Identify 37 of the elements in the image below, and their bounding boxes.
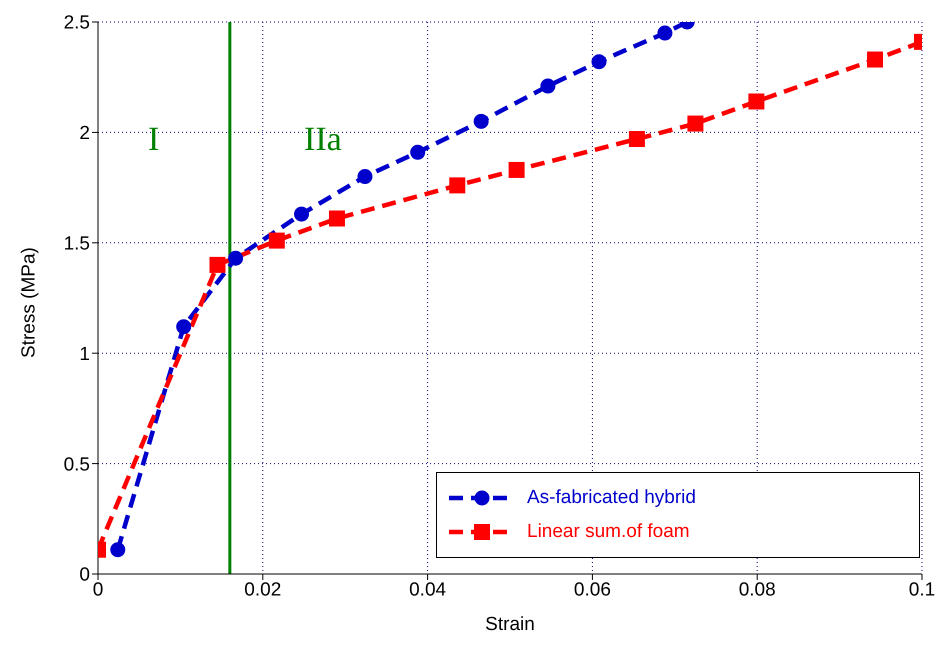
annotation: IIa: [304, 120, 342, 160]
point: [748, 93, 764, 110]
y-tick-label: 1: [79, 344, 90, 365]
point: [228, 250, 244, 266]
y-tick-label: 0.5: [64, 454, 90, 476]
x-tick-label: 0.02: [244, 579, 282, 600]
point: [540, 78, 556, 94]
point: [294, 206, 310, 222]
x-tick-label: 0.04: [409, 579, 447, 600]
y-axis-title: Stress (MPa): [18, 247, 40, 358]
annotation: I: [148, 120, 160, 160]
point: [110, 542, 126, 558]
y-tick-label: 1.5: [64, 234, 90, 255]
y-tick-label: 2.5: [64, 12, 90, 34]
point: [867, 52, 884, 68]
x-tick-label: 0.1: [908, 579, 936, 600]
legend-label: As-fabricated hybrid: [527, 487, 696, 509]
legend-label: Linear sum.of foam: [527, 521, 690, 543]
point: [657, 26, 672, 41]
x-tick-label: 0.06: [574, 579, 611, 600]
point: [176, 319, 192, 334]
x-tick-label: 0.08: [738, 579, 776, 600]
point: [209, 256, 226, 273]
point: [687, 116, 704, 132]
y-tick-label: 2: [79, 123, 90, 144]
point: [474, 114, 489, 129]
point: [328, 210, 345, 227]
point: [410, 144, 426, 160]
point: [268, 232, 285, 249]
point: [449, 177, 466, 194]
point: [628, 131, 645, 148]
point: [591, 54, 606, 70]
y-tick-label: 0: [79, 564, 90, 586]
x-axis-title: Strain: [485, 614, 535, 635]
point: [357, 169, 372, 184]
point: [508, 162, 525, 178]
x-tick-label: 0: [92, 579, 104, 600]
